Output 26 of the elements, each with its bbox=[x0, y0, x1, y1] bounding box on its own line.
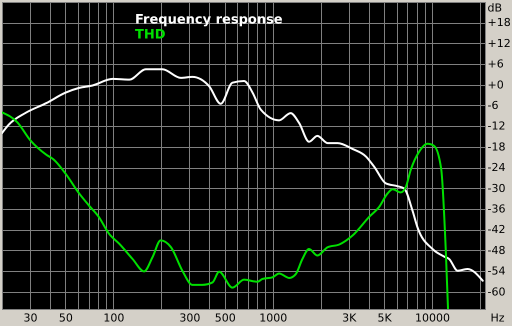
y-tick-label: -42 bbox=[488, 223, 506, 236]
y-tick-label: -12 bbox=[488, 120, 506, 133]
x-tick-label: 500 bbox=[214, 312, 236, 324]
y-tick-label: -54 bbox=[488, 264, 506, 278]
x-axis-title: Hz bbox=[490, 312, 505, 324]
x-tick-label: 50 bbox=[58, 312, 73, 324]
x-tick-label: 300 bbox=[179, 312, 200, 324]
y-tick-label: -6 bbox=[488, 98, 498, 112]
x-tick-label: 3K bbox=[342, 312, 358, 324]
x-tick-label: 10000 bbox=[415, 312, 450, 324]
x-tick-label: 30 bbox=[24, 312, 38, 324]
text: Frequency response bbox=[135, 12, 283, 28]
x-tick-label: 1000 bbox=[259, 312, 288, 324]
y-tick-label: -60 bbox=[488, 285, 506, 298]
y-tick-label: +12 bbox=[488, 36, 511, 50]
y-tick-label: -18 bbox=[488, 140, 506, 154]
x-tick-label: 100 bbox=[103, 312, 124, 324]
y-tick-label: +0 bbox=[488, 78, 504, 92]
y-tick-label: -36 bbox=[488, 202, 506, 216]
y-axis-title: dB bbox=[488, 2, 502, 14]
y-tick-label: -24 bbox=[488, 161, 506, 174]
x-tick-label: 5K bbox=[377, 312, 392, 324]
y-tick-label: -48 bbox=[488, 244, 506, 257]
y-tick-label: +6 bbox=[488, 58, 504, 71]
y-tick-label: +18 bbox=[488, 16, 511, 30]
y-tick-label: -30 bbox=[488, 182, 506, 195]
